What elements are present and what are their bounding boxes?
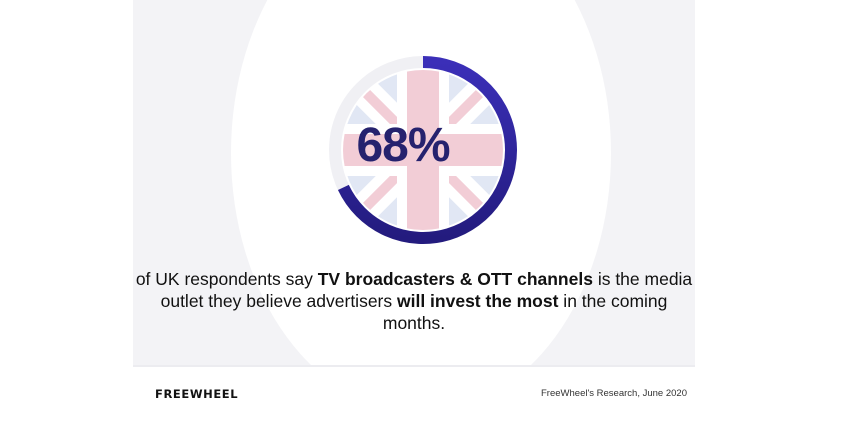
freewheel-logo: FREEWHEEL [155,387,239,401]
source-note: FreeWheel's Research, June 2020 [541,388,687,399]
caption-text: of UK respondents say TV broadcasters & … [133,268,695,334]
infographic-card: 68% of UK respondents say TV broadcaster… [133,0,695,365]
percentage-value: 68% [356,119,450,172]
uk-flag-icon [343,70,503,230]
caption-highlight: TV broadcasters & OTT channels [317,269,593,289]
divider [133,365,695,367]
caption-highlight: will invest the most [397,291,559,311]
donut-chart [329,56,517,244]
caption-part: in the coming months. [382,291,668,333]
donut-arc [337,56,517,244]
caption-part: of UK respondents say [135,269,318,289]
caption-part: is the media outlet they believe adverti… [160,269,693,311]
